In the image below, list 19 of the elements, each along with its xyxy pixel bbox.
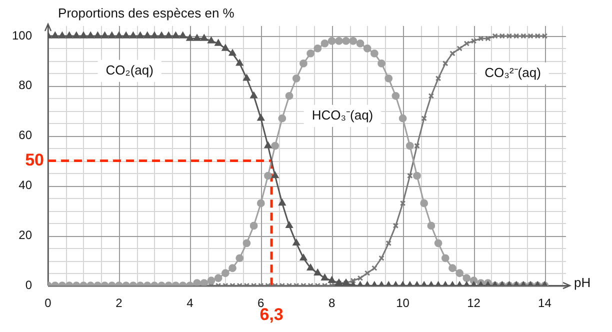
x-tick-label: 8 (328, 296, 336, 310)
x-axis-title: pH (574, 275, 591, 290)
y-tick-label: 60 (18, 128, 32, 142)
y-tick-label: 100 (12, 28, 32, 42)
y-tick-label: 0 (25, 278, 32, 292)
x-tick-label: 0 (44, 296, 52, 310)
series-label: CO₃²⁻(aq) (484, 65, 541, 80)
y-tick-label: 80 (18, 78, 32, 92)
x-tick-label: 2 (116, 296, 123, 310)
series-label: CO₂(aq) (106, 62, 154, 78)
x-tick-label: 4 (186, 296, 194, 310)
y-axis-title: Proportions des espèces en % (58, 6, 235, 21)
x-tick-label: 14 (538, 296, 552, 310)
y-tick-label: 40 (18, 178, 32, 192)
x-tick-label: 12 (467, 296, 481, 310)
series-label: HCO₃⁻(aq) (312, 107, 374, 122)
y-tick-label: 20 (18, 228, 32, 242)
x-tick-label: 10 (396, 296, 410, 310)
ref-line-label: 50 (25, 150, 44, 170)
